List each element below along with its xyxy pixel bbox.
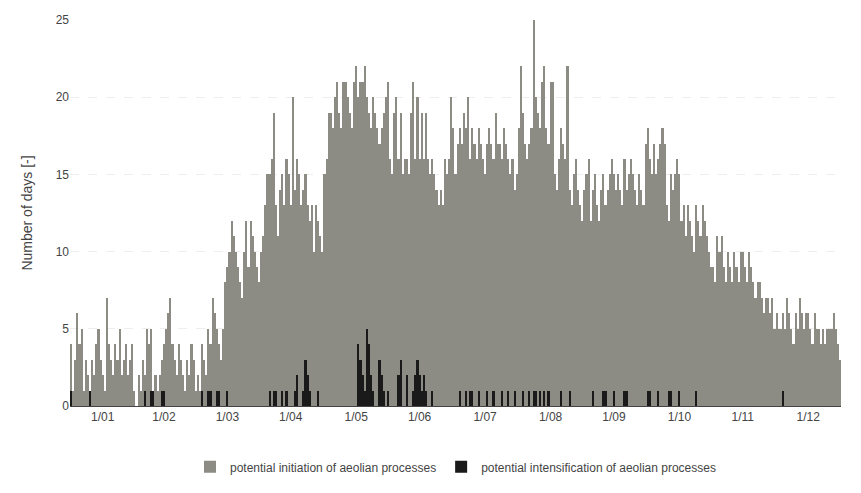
svg-text:1/02: 1/02 bbox=[152, 410, 176, 424]
svg-text:1/10: 1/10 bbox=[668, 410, 692, 424]
svg-text:25: 25 bbox=[56, 13, 70, 27]
svg-text:1/09: 1/09 bbox=[602, 410, 626, 424]
svg-text:1/01: 1/01 bbox=[91, 410, 115, 424]
svg-text:1/07: 1/07 bbox=[473, 410, 497, 424]
svg-text:potential intensification of a: potential intensification of aeolian pro… bbox=[481, 461, 716, 475]
svg-text:1/08: 1/08 bbox=[539, 410, 563, 424]
svg-text:1/04: 1/04 bbox=[279, 410, 303, 424]
svg-text:1/03: 1/03 bbox=[216, 410, 240, 424]
svg-text:0: 0 bbox=[62, 399, 69, 413]
svg-text:Number of days [-]: Number of days [-] bbox=[19, 155, 35, 270]
svg-text:1/11: 1/11 bbox=[732, 410, 755, 424]
svg-text:10: 10 bbox=[56, 245, 70, 259]
svg-text:1/06: 1/06 bbox=[408, 410, 432, 424]
svg-text:potential initiation of aeolia: potential initiation of aeolian processe… bbox=[230, 461, 436, 475]
svg-text:1/12: 1/12 bbox=[797, 410, 821, 424]
svg-text:5: 5 bbox=[62, 322, 69, 336]
svg-text:1/05: 1/05 bbox=[345, 410, 369, 424]
svg-text:15: 15 bbox=[56, 168, 70, 182]
svg-text:20: 20 bbox=[56, 90, 70, 104]
